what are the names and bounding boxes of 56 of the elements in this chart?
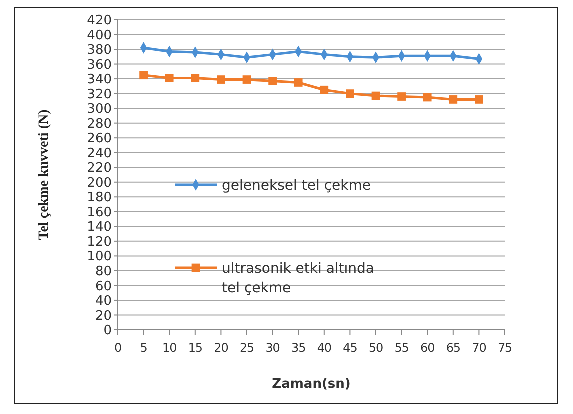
y-tick-label: 80 bbox=[95, 264, 112, 280]
y-tick-label: 360 bbox=[87, 58, 112, 73]
y-tick-label: 60 bbox=[95, 279, 112, 294]
y-tick-label: 20 bbox=[95, 308, 112, 324]
y-tick-label: 0 bbox=[104, 324, 112, 339]
legend-label: geleneksel tel çekme bbox=[222, 178, 371, 194]
x-tick-label: 45 bbox=[343, 341, 358, 355]
x-tick-label: 65 bbox=[446, 341, 460, 355]
y-tick-label: 180 bbox=[87, 190, 112, 206]
legend-label: ultrasonik etki altında tel çekme bbox=[222, 260, 375, 296]
point bbox=[372, 92, 380, 100]
x-tick-label: 70 bbox=[472, 341, 486, 355]
y-tick-label: 40 bbox=[95, 294, 112, 310]
y-tick-label: 200 bbox=[87, 176, 112, 191]
y-tick-label: 160 bbox=[87, 205, 112, 220]
x-tick-label: 35 bbox=[292, 341, 306, 355]
y-tick-label: 120 bbox=[87, 234, 112, 250]
point bbox=[140, 71, 148, 80]
point bbox=[294, 78, 303, 87]
point bbox=[217, 76, 226, 84]
y-tick-label: 140 bbox=[87, 220, 112, 236]
x-tick-label: 5 bbox=[140, 341, 148, 355]
point bbox=[165, 74, 174, 82]
x-tick-label: 50 bbox=[368, 341, 384, 355]
y-tick-label: 220 bbox=[87, 161, 112, 176]
x-tick-label: 55 bbox=[394, 341, 409, 355]
point bbox=[191, 74, 200, 82]
x-tick-label: 30 bbox=[266, 341, 280, 355]
point bbox=[449, 96, 458, 104]
y-tick-label: 280 bbox=[87, 116, 112, 132]
y-axis-title: Tel çekme kuvveti (N) bbox=[37, 109, 52, 240]
y-tick-label: 340 bbox=[87, 72, 112, 88]
x-tick-label: 40 bbox=[317, 341, 332, 355]
x-tick-label: 15 bbox=[188, 341, 202, 355]
y-tick-label: 400 bbox=[87, 28, 112, 44]
point bbox=[346, 90, 354, 98]
point bbox=[398, 92, 406, 101]
y-tick-label: 320 bbox=[87, 87, 112, 102]
point bbox=[268, 77, 277, 86]
x-tick-label: 20 bbox=[214, 341, 228, 355]
y-tick-label: 380 bbox=[87, 43, 112, 58]
y-tick-label: 260 bbox=[87, 132, 112, 147]
y-tick-label: 420 bbox=[87, 14, 112, 29]
y-tick-label: 100 bbox=[87, 250, 112, 265]
y-tick-label: 300 bbox=[87, 102, 112, 118]
x-tick-label: 60 bbox=[420, 341, 435, 355]
x-tick-label: 25 bbox=[240, 341, 254, 355]
y-tick-label: 240 bbox=[87, 146, 112, 162]
point bbox=[242, 76, 252, 84]
x-tick-label: 0 bbox=[114, 341, 122, 355]
point bbox=[423, 93, 432, 102]
x-axis-title: Zaman(sn) bbox=[272, 377, 351, 392]
x-tick-label: 75 bbox=[498, 341, 512, 355]
x-tick-label: 10 bbox=[162, 341, 177, 355]
point bbox=[475, 96, 484, 104]
point bbox=[320, 86, 329, 94]
